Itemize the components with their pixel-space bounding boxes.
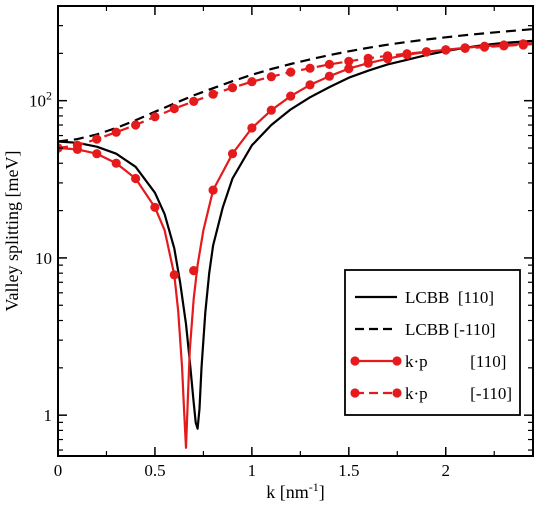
data-point bbox=[286, 91, 296, 101]
data-point bbox=[499, 41, 509, 51]
data-point bbox=[111, 127, 121, 137]
data-point bbox=[208, 185, 218, 195]
legend-marker bbox=[350, 388, 360, 398]
data-point bbox=[460, 43, 470, 54]
data-point bbox=[324, 59, 334, 69]
legend-label-0: LCBB [110] bbox=[405, 288, 494, 307]
y-tick-label: 1 bbox=[44, 406, 53, 425]
data-point bbox=[247, 123, 257, 133]
x-axis-label: k [nm-1] bbox=[266, 480, 325, 502]
y-tick-label: 102 bbox=[29, 89, 52, 111]
x-tick-label: 0.5 bbox=[144, 461, 165, 480]
legend-marker bbox=[350, 356, 360, 366]
series-line-0 bbox=[58, 39, 533, 430]
data-point bbox=[227, 149, 238, 159]
series-line-1 bbox=[58, 28, 533, 143]
data-point bbox=[169, 104, 179, 114]
data-point bbox=[227, 83, 238, 93]
series-line-3 bbox=[58, 43, 533, 150]
data-point bbox=[150, 202, 160, 212]
x-tick-label: 0 bbox=[54, 461, 63, 480]
data-point bbox=[150, 112, 160, 122]
x-axis-label-base: k [nm bbox=[266, 482, 309, 502]
data-point bbox=[208, 89, 218, 99]
data-point bbox=[92, 149, 102, 159]
data-point bbox=[324, 71, 334, 81]
data-point bbox=[479, 42, 490, 52]
data-point bbox=[131, 173, 141, 184]
plot-area-frame bbox=[57, 5, 534, 457]
data-point bbox=[305, 63, 315, 73]
y-axis-label: Valley splitting [meV] bbox=[2, 151, 22, 312]
legend-label-3: k·p [-110] bbox=[405, 384, 512, 403]
data-point bbox=[518, 40, 528, 50]
data-point bbox=[247, 77, 257, 87]
data-point bbox=[286, 67, 296, 77]
data-point bbox=[441, 45, 451, 55]
data-point bbox=[111, 158, 121, 168]
x-axis-label-exponent: -1 bbox=[309, 480, 319, 494]
data-point bbox=[266, 105, 276, 115]
y-tick-label-exponent: 2 bbox=[46, 89, 52, 103]
x-axis-label-tail: ] bbox=[319, 482, 325, 502]
data-point bbox=[383, 51, 393, 61]
series-0 bbox=[58, 39, 533, 430]
legend-label-2: k·p [110] bbox=[405, 352, 506, 371]
data-point bbox=[92, 134, 102, 144]
data-point bbox=[305, 80, 315, 90]
data-point bbox=[363, 53, 373, 63]
data-point bbox=[189, 266, 199, 276]
legend: LCBB [110] LCBB [-110] k·p [110] k·p [-110] bbox=[344, 269, 521, 416]
legend-label-1: LCBB [-110] bbox=[405, 320, 496, 339]
series-3 bbox=[58, 40, 533, 153]
x-tick-label: 2 bbox=[442, 461, 451, 480]
legend-marker bbox=[392, 388, 402, 398]
x-tick-label: 1.5 bbox=[338, 461, 359, 480]
data-point bbox=[189, 96, 199, 106]
data-point bbox=[421, 47, 431, 57]
data-point bbox=[72, 140, 82, 150]
data-point bbox=[344, 56, 354, 66]
series-layer bbox=[58, 28, 533, 449]
x-tick-label: 1 bbox=[248, 461, 257, 480]
data-point bbox=[344, 64, 354, 74]
series-1 bbox=[58, 28, 533, 143]
legend-box bbox=[344, 269, 521, 416]
data-point bbox=[169, 270, 179, 280]
legend-marker bbox=[392, 356, 402, 366]
data-point bbox=[402, 49, 412, 59]
y-tick-label: 10 bbox=[35, 249, 52, 268]
data-point bbox=[131, 120, 141, 130]
data-point bbox=[266, 72, 276, 82]
